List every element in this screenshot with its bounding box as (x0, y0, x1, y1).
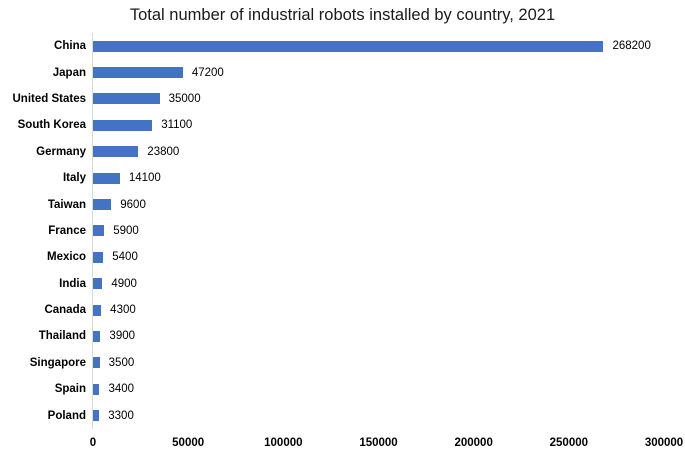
bar-row: Spain 3400 (0, 376, 685, 403)
bar-track: 47200 (92, 59, 685, 86)
category-label: Japan (52, 66, 86, 79)
bar (93, 40, 604, 52)
bar-track: 31100 (92, 112, 685, 139)
value-label: 14100 (128, 172, 161, 185)
bar-track: 4300 (92, 296, 685, 324)
bar (93, 304, 102, 316)
bar-row: Germany 23800 (0, 138, 685, 165)
bar-row: South Korea 31100 (0, 112, 685, 139)
bar-row: China 268200 (0, 33, 685, 60)
bar-track: 268200 (92, 33, 685, 60)
category-label: United States (12, 92, 87, 105)
value-label: 9600 (120, 198, 146, 211)
x-axis-tick-label: 150000 (359, 436, 398, 449)
category-label: India (59, 277, 86, 290)
bar-track: 3900 (92, 323, 685, 350)
value-label: 268200 (612, 40, 651, 53)
value-label: 3900 (109, 330, 136, 343)
bar-row: Italy 14100 (0, 164, 685, 192)
value-label: 4300 (110, 304, 136, 317)
bar (93, 172, 120, 184)
x-axis-tick-label: 200000 (454, 436, 493, 449)
category-label: Germany (36, 145, 86, 158)
value-label: 31100 (161, 119, 193, 132)
bar (93, 410, 100, 422)
bar-row: Thailand 3900 (0, 323, 685, 350)
bar (93, 357, 100, 369)
value-label: 35000 (168, 92, 201, 105)
bar (93, 251, 104, 263)
plot-area: China 268200 Japan 47200 United States 35000 S… (0, 33, 685, 429)
bar-row: United States 35000 (0, 85, 685, 113)
bar-row: Singapore 3500 (0, 349, 685, 377)
category-label: Italy (62, 172, 86, 185)
bar-row: Poland 3300 (0, 402, 685, 429)
bar (93, 119, 153, 131)
x-axis-tick-label: 250000 (549, 436, 589, 449)
bar-track: 3500 (92, 349, 685, 377)
bar (93, 383, 100, 395)
category-label: Singapore (29, 356, 86, 369)
bar-track: 23800 (92, 138, 685, 165)
category-label: Poland (47, 409, 86, 422)
bar-track: 3300 (92, 402, 685, 429)
value-label: 5400 (112, 251, 138, 264)
bar-track: 9600 (92, 191, 685, 218)
category-label: Mexico (47, 251, 86, 264)
x-axis: 0 50000 100000 150000 200000 250000 300000 (89, 435, 683, 453)
bar-row: France 5900 (0, 217, 685, 245)
bar-row: Taiwan 9600 (0, 191, 685, 218)
bar-track: 5900 (92, 217, 685, 245)
x-axis-tick-label: 100000 (264, 436, 303, 449)
x-axis-tick-label: 50000 (172, 436, 205, 449)
value-label: 5900 (113, 224, 139, 237)
category-label: South Korea (17, 119, 86, 132)
category-label: Spain (54, 383, 86, 396)
bar-track: 5400 (92, 244, 685, 271)
bar-row: India 4900 (0, 270, 685, 297)
category-label: Taiwan (47, 198, 86, 211)
bar-row: Mexico 5400 (0, 244, 685, 271)
bar (93, 67, 183, 79)
value-label: 3500 (108, 356, 135, 369)
value-label: 23800 (147, 145, 180, 158)
value-label: 47200 (191, 66, 224, 79)
bar (93, 330, 101, 342)
category-label: Canada (44, 304, 86, 317)
x-axis-tick-label: 300000 (644, 436, 684, 449)
bar-row: Japan 47200 (0, 59, 685, 86)
x-axis-tick-label: 0 (89, 436, 97, 449)
bar (93, 278, 103, 290)
bar-track: 35000 (92, 85, 685, 113)
category-label: France (48, 224, 86, 237)
bar-track: 3400 (92, 376, 685, 403)
bar-track: 4900 (92, 270, 685, 297)
value-label: 4900 (111, 277, 137, 290)
value-label: 3400 (108, 383, 135, 396)
category-label: China (54, 40, 86, 53)
bar (93, 225, 105, 237)
bar (93, 199, 112, 211)
value-label: 3300 (108, 409, 134, 422)
bar (93, 146, 139, 158)
bar-row: Canada 4300 (0, 296, 685, 324)
chart-title: Total number of industrial robots instal… (129, 6, 556, 24)
bar-track: 14100 (92, 164, 685, 192)
category-label: Thailand (38, 330, 86, 343)
bar (93, 93, 160, 105)
